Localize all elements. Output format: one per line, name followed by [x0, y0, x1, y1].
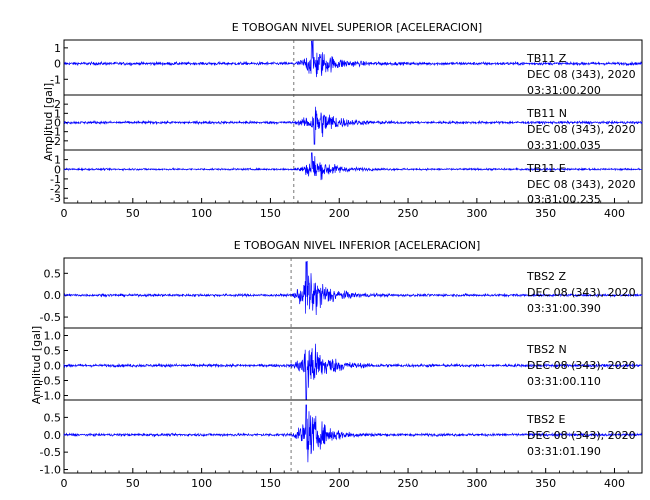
station-label: TB11 E — [526, 162, 566, 175]
x-tick-label: 0 — [61, 207, 68, 220]
y-tick-label: -2 — [50, 183, 61, 196]
y-tick-label: -2 — [50, 135, 61, 148]
y-tick-label: 0 — [54, 58, 61, 71]
date-label: DEC 08 (343), 2020 — [527, 68, 636, 81]
x-tick-label: 200 — [329, 477, 350, 490]
trace-line — [63, 106, 643, 145]
y-tick-label: 0.0 — [44, 360, 62, 373]
station-label: TBS2 N — [526, 343, 567, 356]
x-tick-label: 100 — [191, 477, 212, 490]
x-tick-label: 150 — [260, 477, 281, 490]
time-label: 03:31:00.390 — [527, 302, 601, 315]
trace-panel: -0.5 0.0 0.5 TBS2 Z DEC 08 (343), 2020 03:… — [40, 257, 643, 329]
x-tick-label: 250 — [398, 207, 419, 220]
y-tick-label: 0.5 — [44, 267, 62, 280]
y-tick-label: -1 — [50, 173, 61, 186]
x-axis-inferior: 0 50 100 150 200 250 300 350 400 — [61, 468, 629, 490]
date-label: DEC 08 (343), 2020 — [527, 429, 636, 442]
x-tick-label: 0 — [61, 477, 68, 490]
station-label: TB11 Z — [526, 52, 567, 65]
y-tick-label: 0.0 — [44, 289, 62, 302]
y-tick-label: 1 — [54, 107, 61, 120]
trace-line — [63, 152, 643, 181]
trace-line — [63, 40, 643, 78]
chart-title-superior: E TOBOGAN NIVEL SUPERIOR [ACELERACION] — [232, 21, 482, 34]
station-label: TBS2 E — [526, 413, 566, 426]
station-label: TB11 N — [526, 107, 567, 120]
trace-panel: -1.0 -0.5 0.0 0.5 1.0 TBS2 N DEC 08 (343), 2… — [40, 327, 643, 403]
x-tick-label: 400 — [604, 477, 625, 490]
x-tick-label: 350 — [535, 477, 556, 490]
y-tick-label: -1 — [50, 73, 61, 86]
y-tick-label: -1.0 — [40, 464, 61, 477]
station-label: TBS2 Z — [526, 270, 567, 283]
x-tick-label: 150 — [260, 207, 281, 220]
time-label: 03:31:00.200 — [527, 84, 601, 97]
y-ticks: -0.5 0.0 0.5 — [40, 267, 68, 324]
date-label: DEC 08 (343), 2020 — [527, 286, 636, 299]
y-tick-label: 0 — [54, 163, 61, 176]
y-tick-label: 0.5 — [44, 345, 62, 358]
trace-panel: -1.0 -0.5 0.0 0.5 TBS2 E DEC 08 (343), 2020… — [40, 399, 643, 477]
y-ticks: -3-2-101 — [50, 154, 68, 205]
y-tick-label: -1.0 — [40, 390, 61, 403]
x-tick-label: 250 — [398, 477, 419, 490]
trace-panel: -1 0 1 TB11 Z DEC 08 (343), 2020 03:31:00.… — [50, 39, 643, 97]
chart-title-inferior: E TOBOGAN NIVEL INFERIOR [ACELERACION] — [234, 239, 481, 252]
trace-panel: -3-2-101 TB11 E DEC 08 (343), 2020 03:31… — [50, 149, 643, 206]
y-tick-label: -0.5 — [40, 311, 61, 324]
y-tick-label: 2 — [54, 98, 61, 111]
y-tick-label: -0.5 — [40, 446, 61, 459]
trace-line — [63, 404, 643, 463]
x-tick-label: 200 — [329, 207, 350, 220]
x-axis-superior: 0 50 100 150 200 250 300 350 400 — [61, 198, 629, 220]
x-tick-label: 350 — [535, 207, 556, 220]
date-label: DEC 08 (343), 2020 — [527, 359, 636, 372]
trace-line — [63, 343, 642, 401]
y-tick-label: 0 — [54, 117, 61, 130]
time-label: 03:31:00.110 — [527, 375, 601, 388]
x-tick-label: 50 — [126, 477, 140, 490]
y-ticks: -1 0 1 — [50, 42, 68, 86]
y-tick-label: 1 — [54, 42, 61, 55]
x-tick-label: 100 — [191, 207, 212, 220]
x-tick-label: 50 — [126, 207, 140, 220]
date-label: DEC 08 (343), 2020 — [527, 123, 636, 136]
y-axis-label-inferior: Amplitud [gal] — [30, 326, 43, 404]
x-tick-label: 400 — [604, 207, 625, 220]
y-tick-label: 0.5 — [44, 411, 62, 424]
date-label: DEC 08 (343), 2020 — [527, 178, 636, 191]
x-tick-label: 300 — [466, 207, 487, 220]
trace-line — [63, 260, 643, 316]
y-tick-label: 1.0 — [44, 330, 62, 343]
y-tick-label: -1 — [50, 126, 61, 139]
y-axis-label-superior: Amplitud [gal] — [42, 83, 55, 161]
y-tick-label: -0.5 — [40, 375, 61, 388]
y-tick-label: 0.0 — [44, 429, 62, 442]
time-label: 03:31:01.190 — [527, 445, 601, 458]
time-label: 03:31:00.235 — [527, 193, 601, 206]
y-tick-label: -3 — [50, 192, 61, 205]
time-label: 03:31:00.035 — [527, 139, 601, 152]
y-tick-label: 1 — [54, 154, 61, 167]
x-tick-label: 300 — [466, 477, 487, 490]
